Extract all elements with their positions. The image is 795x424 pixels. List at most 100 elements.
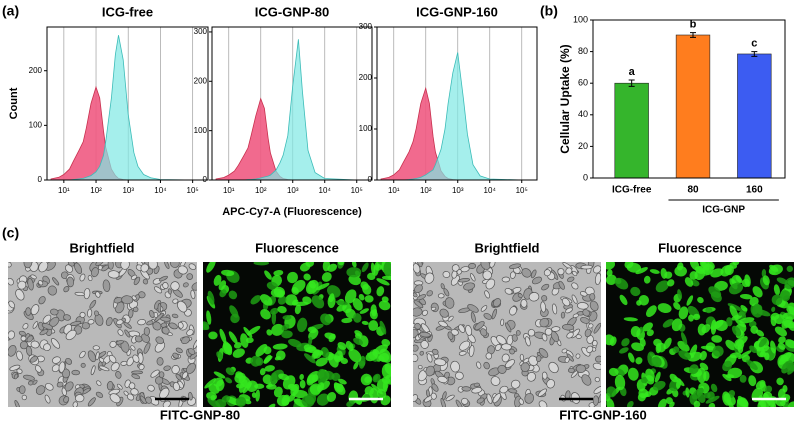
cell: [528, 292, 540, 302]
cell: [463, 282, 476, 291]
cell: [646, 329, 654, 337]
cells: [413, 262, 601, 407]
cell: [274, 356, 282, 361]
y-tick-label: 200: [29, 66, 43, 75]
cell: [597, 392, 601, 404]
cell: [108, 354, 117, 364]
cell: [28, 380, 34, 386]
cell: [52, 277, 60, 286]
cell: [17, 280, 27, 290]
cell: [286, 271, 298, 284]
cell: [548, 361, 559, 374]
cell: [38, 296, 46, 305]
cell: [689, 262, 700, 271]
cell: [18, 330, 26, 336]
cell: [146, 320, 154, 326]
cell: [476, 397, 485, 404]
cell: [105, 317, 113, 326]
cell: [264, 270, 272, 280]
cell: [492, 393, 501, 404]
cell: [308, 280, 316, 289]
cell: [491, 308, 498, 320]
cell: [154, 341, 166, 353]
cell: [229, 305, 239, 318]
cell: [50, 308, 59, 316]
cell: [635, 267, 648, 275]
cell: [722, 391, 732, 406]
cell: [162, 400, 171, 407]
x-tick-label: 10¹: [223, 186, 235, 195]
cell: [171, 313, 179, 319]
cell: [74, 291, 86, 297]
cell: [657, 303, 672, 313]
cell: [358, 360, 366, 367]
cell: [732, 262, 740, 266]
cell: [652, 380, 666, 391]
cell: [425, 365, 435, 377]
cell: [39, 329, 49, 336]
cell: [213, 274, 222, 286]
cell: [572, 313, 579, 319]
cell: [16, 368, 23, 374]
cell: [524, 392, 535, 404]
cell: [190, 289, 196, 300]
cell: [131, 370, 144, 375]
cell: [621, 338, 630, 347]
cell: [424, 272, 435, 284]
cell: [485, 352, 493, 360]
cell: [116, 319, 124, 326]
cell: [458, 350, 467, 356]
cell: [426, 353, 433, 363]
cell: [79, 311, 86, 318]
cell: [531, 276, 543, 285]
cell: [476, 361, 482, 369]
cell: [492, 298, 502, 307]
cell: [575, 364, 586, 373]
chart-title: ICG-free: [102, 4, 153, 19]
cell: [557, 268, 565, 276]
cell: [351, 262, 357, 268]
cell: [222, 341, 233, 356]
cell: [761, 268, 767, 278]
cell: [87, 350, 97, 363]
cell: [302, 296, 312, 305]
cell: [734, 338, 745, 350]
cell: [65, 357, 73, 365]
cell: [480, 262, 491, 270]
cell: [558, 280, 565, 290]
cell: [735, 276, 743, 284]
cell: [380, 395, 391, 406]
cell: [749, 345, 758, 354]
cell: [225, 367, 235, 376]
cell: [278, 373, 290, 381]
cell: [317, 382, 325, 393]
cell: [333, 382, 346, 395]
plot-frame: [211, 26, 373, 181]
cell: [132, 306, 139, 313]
cell: [458, 324, 466, 333]
cell: [204, 378, 217, 389]
cell: [50, 338, 61, 349]
annotation: b: [690, 19, 697, 31]
cell: [67, 262, 75, 267]
cell: [139, 395, 147, 404]
cell: [316, 393, 330, 406]
cell: [206, 310, 212, 325]
cell: [79, 350, 86, 359]
cell: [678, 306, 689, 320]
cell: [158, 275, 168, 282]
cell: [63, 396, 70, 403]
cell: [419, 331, 431, 338]
cell: [510, 379, 521, 389]
cell: [93, 310, 100, 317]
cell: [426, 389, 430, 398]
cell: [705, 307, 713, 314]
cell: [467, 304, 479, 313]
plot-frame: [376, 26, 538, 181]
cell: [376, 278, 390, 286]
cell: [562, 324, 575, 331]
cell: [714, 319, 728, 332]
cell: [470, 311, 476, 323]
cell: [771, 306, 776, 312]
